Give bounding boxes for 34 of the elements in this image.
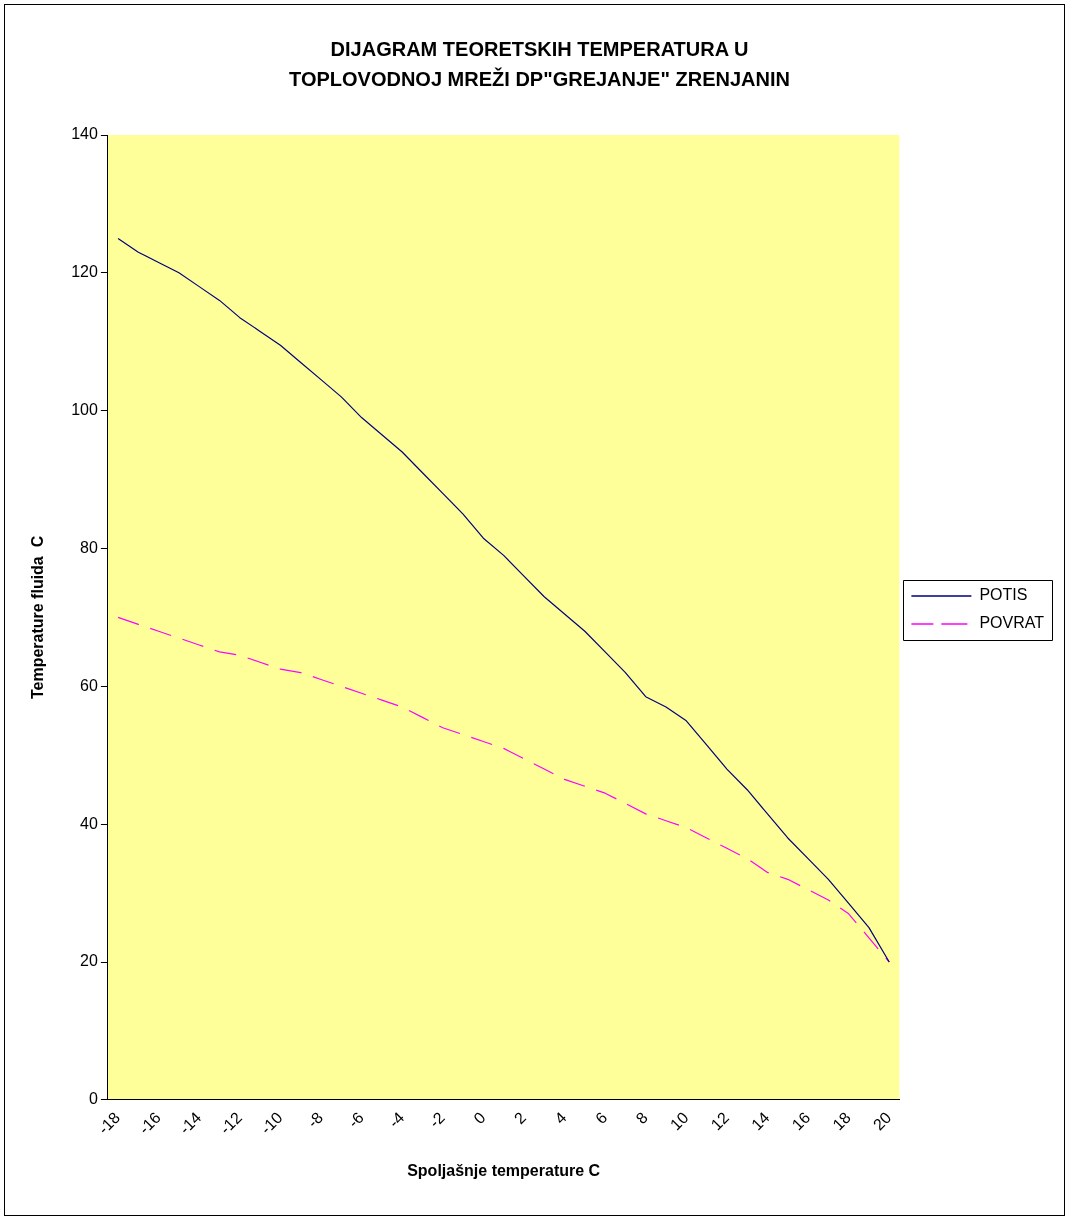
x-tick-label: -4 [385, 1108, 408, 1131]
legend-label: POVRAT [979, 614, 1045, 632]
y-tick-label: 80 [80, 538, 98, 556]
x-tick-label: 10 [666, 1108, 692, 1134]
x-tick-label: -2 [425, 1108, 449, 1131]
chart-title: DIJAGRAM TEORETSKIH TEMPERATURA U TOPLOVODNOJ MREŽI DP"GREJANJE" ZRENJANIN [289, 37, 790, 90]
x-tick-label: -14 [176, 1108, 205, 1138]
x-tick-label: 8 [632, 1108, 652, 1128]
y-tick-label: 0 [88, 1090, 98, 1108]
y-tick-label: 100 [71, 401, 98, 419]
x-tick-label: 12 [707, 1108, 733, 1134]
x-tick-label: 6 [592, 1108, 611, 1128]
y-tick-label: 140 [71, 125, 98, 143]
x-tick-label: 18 [829, 1108, 854, 1134]
x-tick-label: 14 [748, 1108, 773, 1134]
x-tick-label: 0 [470, 1108, 489, 1128]
x-tick-label: -6 [344, 1108, 367, 1131]
x-tick-label: 16 [788, 1108, 814, 1134]
legend-label: POTIS [979, 586, 1028, 604]
y-tick-label: 60 [80, 676, 98, 694]
y-tick-label: 20 [80, 952, 98, 970]
x-tick-label: -8 [304, 1108, 327, 1131]
x-tick-label: -18 [94, 1108, 124, 1138]
x-tick-label: 4 [551, 1108, 570, 1128]
x-tick-label: 2 [510, 1108, 530, 1128]
x-tick-label: -10 [257, 1108, 286, 1138]
line-series [117, 616, 890, 963]
y-tick-label: 120 [71, 263, 98, 281]
x-tick-label: -16 [135, 1108, 164, 1138]
x-tick-label: 20 [869, 1108, 895, 1134]
y-axis-title: Temperature fluida C [29, 535, 47, 700]
y-tick-label: 40 [80, 814, 98, 832]
x-tick-label: -12 [216, 1108, 246, 1138]
x-axis-title: Spoljašnje temperature C [407, 1161, 601, 1179]
